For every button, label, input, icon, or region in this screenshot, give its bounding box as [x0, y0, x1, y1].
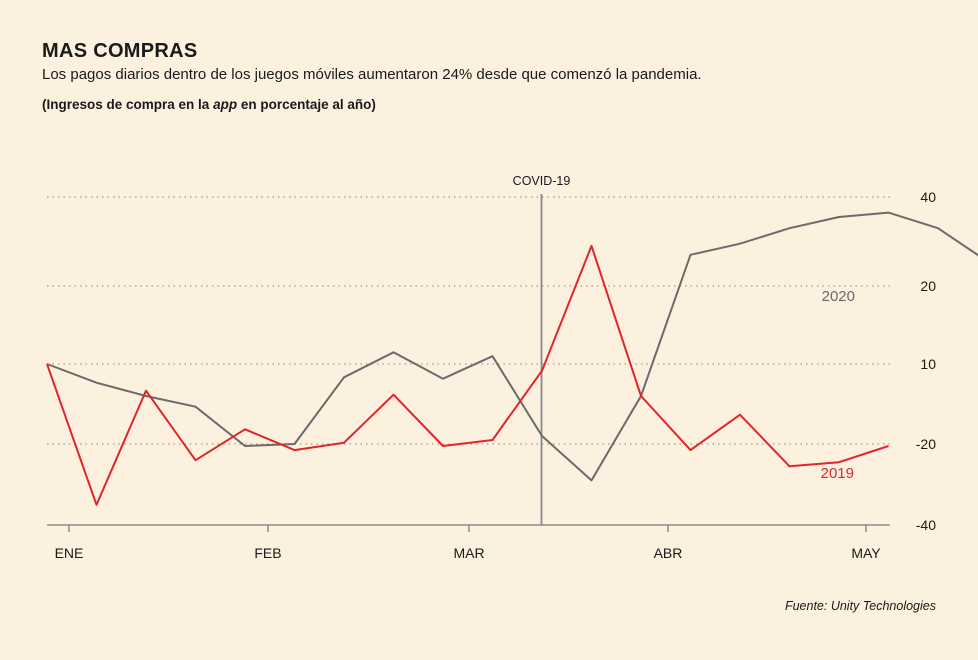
- y-tick-label: 20: [920, 278, 936, 294]
- series-line-2020: [46, 211, 978, 482]
- series-line-2019: [46, 244, 889, 506]
- y-tick-label: -20: [916, 436, 936, 452]
- covid-marker-label: COVID-19: [513, 174, 571, 188]
- y-tick-label: 40: [920, 189, 936, 205]
- x-tick-label: MAR: [453, 545, 484, 561]
- x-tick-label: MAY: [851, 545, 881, 561]
- source-note: Fuente: Unity Technologies: [784, 599, 936, 613]
- chart-title: MAS COMPRAS: [42, 40, 198, 62]
- series-label-2020: 2020: [822, 288, 855, 305]
- x-tick-label: ABR: [654, 545, 683, 561]
- x-tick-label: FEB: [254, 545, 281, 561]
- units-label: (Ingresos de compra en la app en porcent…: [42, 97, 376, 112]
- units-prefix: (Ingresos de compra en la: [42, 97, 214, 112]
- x-tick-label: ENE: [55, 545, 84, 561]
- series-label-2019: 2019: [821, 465, 854, 482]
- y-tick-label: -40: [916, 517, 936, 533]
- units-suffix: en porcentaje al año): [237, 97, 376, 112]
- chart-subtitle: Los pagos diarios dentro de los juegos m…: [42, 66, 702, 83]
- units-emphasis: app: [213, 97, 238, 112]
- y-tick-label: 10: [920, 356, 936, 372]
